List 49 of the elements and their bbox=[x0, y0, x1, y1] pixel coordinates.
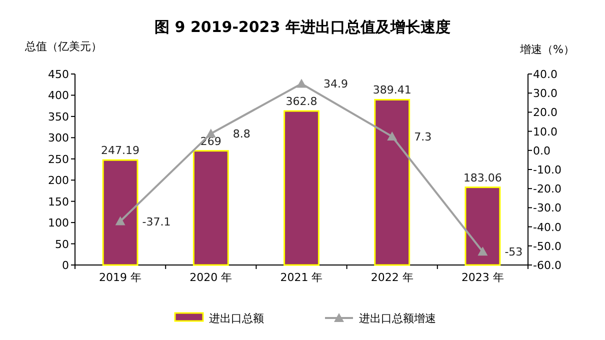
bar bbox=[374, 98, 410, 266]
data-label: -37.1 bbox=[142, 215, 171, 228]
y-tick-label: 400 bbox=[48, 89, 69, 102]
y-tick-label: 350 bbox=[48, 110, 69, 124]
point bbox=[387, 131, 398, 140]
point bbox=[478, 246, 488, 256]
data-label: -53 bbox=[504, 246, 523, 259]
bar bbox=[192, 150, 229, 266]
y2-tick-label: 10.0 bbox=[533, 125, 558, 138]
data-label: 362.8 bbox=[286, 95, 318, 108]
bar bbox=[102, 159, 138, 266]
y2-tick-label: 30.0 bbox=[533, 87, 558, 100]
x-tick-label: 2023 年 bbox=[461, 271, 504, 284]
data-label: 7.3 bbox=[414, 130, 432, 144]
data-label: 8.8 bbox=[232, 128, 250, 141]
y2-axis-title: 增速（%） bbox=[519, 43, 574, 56]
y-tick-label: 150 bbox=[48, 195, 69, 208]
x-tick-label: 2020 年 bbox=[190, 271, 232, 284]
point bbox=[296, 78, 306, 88]
y-tick-label: 300 bbox=[48, 132, 69, 145]
y-tick-label: 50 bbox=[55, 238, 69, 251]
bar bbox=[464, 186, 501, 266]
y2-tick-label: -60.0 bbox=[533, 259, 562, 272]
data-label: 247.19 bbox=[101, 144, 140, 158]
y-tick-label: 200 bbox=[48, 174, 69, 188]
y-tick-label: 100 bbox=[48, 216, 69, 230]
y-axis-title: 总值（亿美元） bbox=[24, 40, 102, 53]
y2-tick-label: -50.0 bbox=[533, 240, 562, 253]
y2-tick-label: -10.0 bbox=[533, 164, 562, 176]
point bbox=[115, 216, 126, 226]
legend-label: 进出口总额增速 bbox=[359, 312, 436, 325]
x-tick-label: 2022 年 bbox=[370, 271, 414, 284]
data-label: 34.9 bbox=[324, 78, 348, 91]
data-label: 389.41 bbox=[372, 84, 412, 97]
legend-label: 进出口总额 bbox=[209, 312, 264, 325]
y2-tick-label: 20.0 bbox=[533, 106, 558, 120]
y2-tick-label: 0.0 bbox=[533, 144, 550, 158]
bar bbox=[284, 110, 320, 266]
y-tick-label: 250 bbox=[48, 152, 69, 166]
x-tick-label: 2019 年 bbox=[99, 271, 142, 284]
y2-tick-label: -20.0 bbox=[533, 182, 562, 196]
data-label: 183.06 bbox=[463, 171, 502, 184]
y2-tick-label: -30.0 bbox=[533, 202, 562, 215]
y-tick-label: 0 bbox=[62, 259, 69, 272]
chart-title: 图 9 2019-2023 年进出口总值及增长速度 bbox=[154, 18, 450, 36]
x-tick-label: 2021 年 bbox=[280, 271, 323, 284]
y2-tick-label: -40.0 bbox=[533, 220, 562, 234]
y2-tick-label: 40.0 bbox=[533, 68, 558, 81]
y-tick-label: 450 bbox=[48, 68, 69, 81]
